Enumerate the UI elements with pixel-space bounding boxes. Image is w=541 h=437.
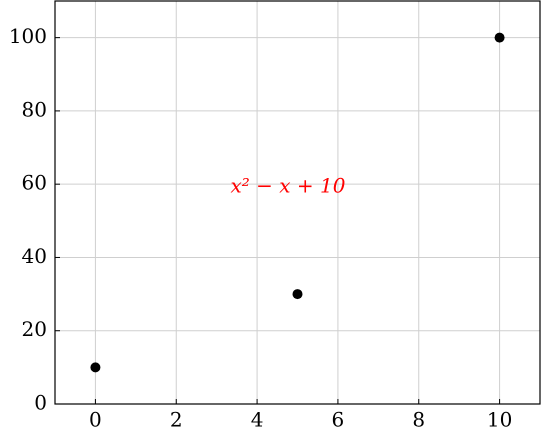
y-tick-label: 20: [22, 317, 47, 341]
x-tick-label: 10: [487, 408, 512, 432]
x-tick-label: 8: [412, 408, 425, 432]
data-point: [90, 362, 101, 373]
x-tick-label: 2: [170, 408, 183, 432]
y-tick-label: 40: [22, 244, 47, 268]
data-point: [292, 289, 303, 300]
y-tick-label: 60: [22, 171, 47, 195]
x-tick-label: 4: [251, 408, 264, 432]
y-tick-label: 80: [22, 97, 47, 121]
annotation: x² − x + 10: [231, 174, 346, 198]
y-tick-label: 100: [9, 24, 47, 48]
x-tick-label: 0: [89, 408, 102, 432]
data-point: [494, 32, 505, 43]
y-tick-label: 0: [34, 391, 47, 415]
plot-frame: [54, 0, 541, 405]
x-tick-label: 6: [332, 408, 345, 432]
